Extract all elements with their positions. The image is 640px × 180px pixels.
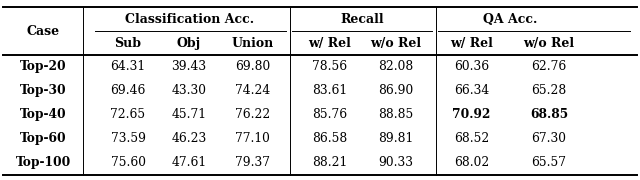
Text: 60.36: 60.36 xyxy=(454,60,489,73)
Text: Recall: Recall xyxy=(340,13,384,26)
Text: Union: Union xyxy=(232,37,274,50)
Text: 75.60: 75.60 xyxy=(111,156,145,169)
Text: 88.21: 88.21 xyxy=(312,156,348,169)
Text: 66.34: 66.34 xyxy=(454,84,490,97)
Text: 69.80: 69.80 xyxy=(235,60,271,73)
Text: 62.76: 62.76 xyxy=(531,60,567,73)
Text: 86.58: 86.58 xyxy=(312,132,348,145)
Text: 46.23: 46.23 xyxy=(171,132,207,145)
Text: 69.46: 69.46 xyxy=(110,84,146,97)
Text: 77.10: 77.10 xyxy=(236,132,270,145)
Text: Case: Case xyxy=(27,25,60,38)
Text: 76.22: 76.22 xyxy=(235,108,271,121)
Text: 86.90: 86.90 xyxy=(378,84,413,97)
Text: Classification Acc.: Classification Acc. xyxy=(125,13,254,26)
Text: 68.52: 68.52 xyxy=(454,132,490,145)
Text: 65.57: 65.57 xyxy=(532,156,566,169)
Text: w/o Rel: w/o Rel xyxy=(370,37,421,50)
Text: 67.30: 67.30 xyxy=(532,132,566,145)
Text: 73.59: 73.59 xyxy=(111,132,145,145)
Text: Top-20: Top-20 xyxy=(20,60,67,73)
Text: 65.28: 65.28 xyxy=(531,84,567,97)
Text: 45.71: 45.71 xyxy=(172,108,206,121)
Text: Top-40: Top-40 xyxy=(20,108,67,121)
Text: w/ Rel: w/ Rel xyxy=(308,37,351,50)
Text: 43.30: 43.30 xyxy=(172,84,206,97)
Text: Obj: Obj xyxy=(177,37,201,50)
Text: 47.61: 47.61 xyxy=(172,156,206,169)
Text: 89.81: 89.81 xyxy=(378,132,413,145)
Text: 68.02: 68.02 xyxy=(454,156,490,169)
Text: w/o Rel: w/o Rel xyxy=(524,37,575,50)
Text: 90.33: 90.33 xyxy=(378,156,413,169)
Text: Top-100: Top-100 xyxy=(16,156,71,169)
Text: 82.08: 82.08 xyxy=(378,60,413,73)
Text: 78.56: 78.56 xyxy=(312,60,347,73)
Text: 72.65: 72.65 xyxy=(111,108,145,121)
Text: 68.85: 68.85 xyxy=(530,108,568,121)
Text: 39.43: 39.43 xyxy=(172,60,206,73)
Text: Sub: Sub xyxy=(115,37,141,50)
Text: 70.92: 70.92 xyxy=(452,108,491,121)
Text: 74.24: 74.24 xyxy=(235,84,271,97)
Text: Top-30: Top-30 xyxy=(20,84,67,97)
Text: 88.85: 88.85 xyxy=(378,108,413,121)
Text: QA Acc.: QA Acc. xyxy=(483,13,537,26)
Text: 79.37: 79.37 xyxy=(236,156,270,169)
Text: 85.76: 85.76 xyxy=(312,108,347,121)
Text: w/ Rel: w/ Rel xyxy=(451,37,493,50)
Text: Top-60: Top-60 xyxy=(20,132,67,145)
Text: 64.31: 64.31 xyxy=(111,60,145,73)
Text: 83.61: 83.61 xyxy=(312,84,347,97)
